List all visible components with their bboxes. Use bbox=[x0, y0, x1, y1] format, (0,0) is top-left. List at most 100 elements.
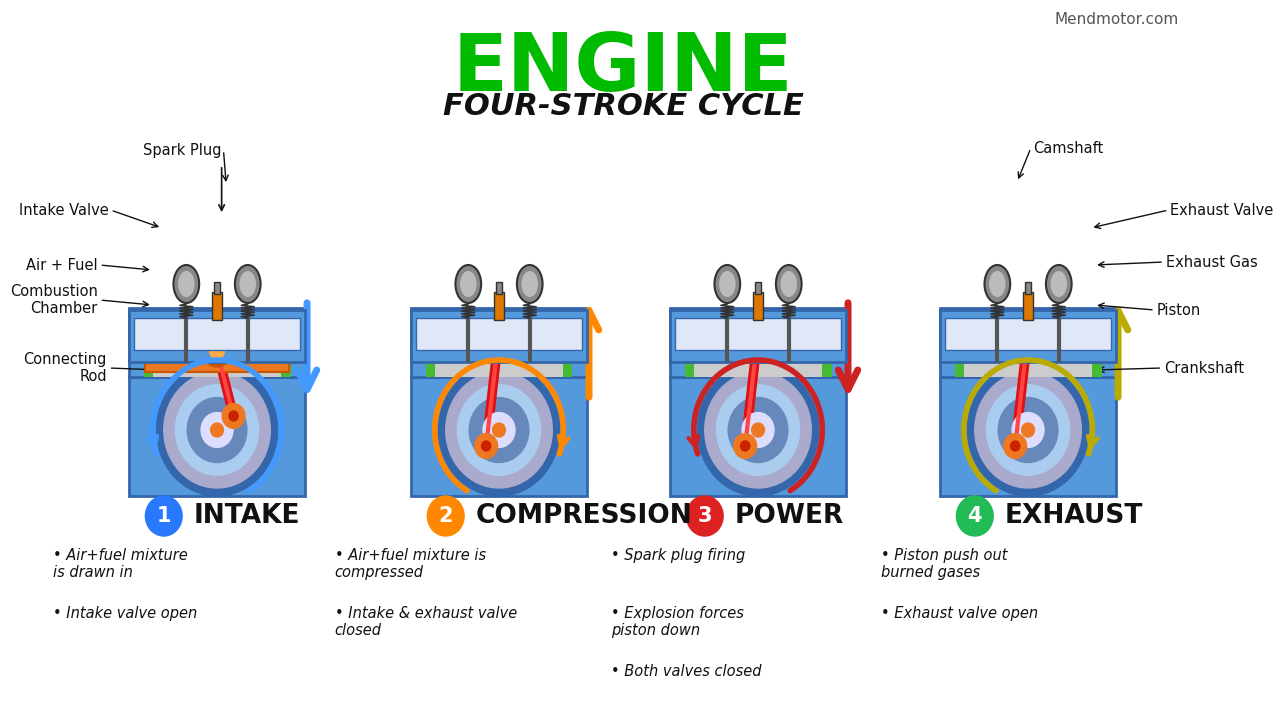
Circle shape bbox=[750, 325, 765, 341]
Bar bbox=[134, 318, 300, 350]
Bar bbox=[940, 377, 1116, 496]
Text: • Air+fuel mixture is
compressed: • Air+fuel mixture is compressed bbox=[334, 548, 485, 580]
Circle shape bbox=[1021, 423, 1034, 437]
Circle shape bbox=[187, 397, 247, 462]
Circle shape bbox=[956, 496, 993, 536]
Circle shape bbox=[735, 434, 756, 458]
Bar bbox=[411, 310, 588, 362]
Circle shape bbox=[742, 413, 774, 447]
Ellipse shape bbox=[781, 271, 797, 297]
Ellipse shape bbox=[521, 271, 538, 297]
Bar bbox=[685, 310, 694, 377]
Bar bbox=[411, 377, 588, 496]
Circle shape bbox=[210, 343, 224, 359]
Circle shape bbox=[751, 423, 764, 437]
Bar bbox=[425, 310, 572, 377]
Text: Spark Plug: Spark Plug bbox=[143, 143, 221, 158]
Circle shape bbox=[1020, 325, 1036, 341]
Bar bbox=[143, 310, 291, 377]
Text: 1: 1 bbox=[156, 506, 172, 526]
Bar bbox=[497, 282, 502, 294]
Circle shape bbox=[470, 397, 529, 462]
Text: 3: 3 bbox=[698, 506, 712, 526]
Circle shape bbox=[457, 384, 540, 475]
Bar bbox=[686, 312, 829, 354]
Circle shape bbox=[428, 496, 465, 536]
Bar bbox=[129, 308, 305, 377]
Circle shape bbox=[211, 423, 224, 437]
Ellipse shape bbox=[989, 271, 1006, 297]
Bar bbox=[1024, 292, 1033, 320]
Ellipse shape bbox=[984, 265, 1010, 303]
Bar bbox=[676, 318, 841, 350]
Bar bbox=[435, 310, 559, 312]
Bar bbox=[416, 318, 581, 350]
Bar bbox=[669, 308, 846, 377]
Circle shape bbox=[1012, 413, 1044, 447]
Bar bbox=[425, 310, 435, 377]
Ellipse shape bbox=[1051, 271, 1068, 297]
Ellipse shape bbox=[517, 265, 543, 303]
Text: 2: 2 bbox=[439, 506, 453, 526]
Text: Combustion
Chamber: Combustion Chamber bbox=[10, 284, 97, 316]
Text: • Both valves closed: • Both valves closed bbox=[611, 664, 762, 679]
Ellipse shape bbox=[719, 271, 736, 297]
Circle shape bbox=[175, 384, 259, 475]
Circle shape bbox=[1011, 441, 1020, 451]
Bar bbox=[1092, 310, 1102, 377]
Bar bbox=[956, 312, 1100, 354]
Text: Piston: Piston bbox=[1157, 302, 1201, 318]
Bar bbox=[940, 310, 1116, 362]
Bar bbox=[214, 282, 220, 294]
Bar bbox=[964, 310, 1089, 312]
Bar bbox=[669, 310, 846, 362]
Bar bbox=[685, 310, 832, 377]
Text: • Piston push out
burned gases: • Piston push out burned gases bbox=[881, 548, 1007, 580]
Circle shape bbox=[705, 372, 812, 488]
Ellipse shape bbox=[239, 271, 256, 297]
Circle shape bbox=[445, 372, 552, 488]
Circle shape bbox=[728, 397, 788, 462]
Text: INTAKE: INTAKE bbox=[193, 503, 300, 529]
Circle shape bbox=[1014, 317, 1043, 349]
Text: Mendmotor.com: Mendmotor.com bbox=[1055, 12, 1179, 27]
Circle shape bbox=[698, 364, 819, 496]
Bar bbox=[955, 310, 964, 377]
Bar bbox=[563, 310, 572, 377]
Bar bbox=[129, 310, 305, 362]
Circle shape bbox=[201, 413, 233, 447]
Text: ENGINE: ENGINE bbox=[453, 30, 794, 108]
Text: • Intake valve open: • Intake valve open bbox=[52, 606, 197, 621]
Text: • Intake & exhaust valve
closed: • Intake & exhaust valve closed bbox=[334, 606, 517, 639]
Circle shape bbox=[493, 423, 506, 437]
Ellipse shape bbox=[1046, 265, 1071, 303]
Circle shape bbox=[492, 325, 507, 341]
Circle shape bbox=[987, 384, 1070, 475]
Ellipse shape bbox=[456, 265, 481, 303]
Circle shape bbox=[164, 372, 270, 488]
Circle shape bbox=[484, 317, 513, 349]
Text: 4: 4 bbox=[968, 506, 982, 526]
Bar bbox=[669, 377, 846, 496]
Bar bbox=[212, 292, 221, 320]
Text: Exhaust Gas: Exhaust Gas bbox=[1166, 254, 1257, 269]
Text: • Spark plug firing: • Spark plug firing bbox=[611, 548, 745, 563]
Circle shape bbox=[998, 397, 1057, 462]
Bar bbox=[955, 310, 1102, 377]
Text: • Exhaust valve open: • Exhaust valve open bbox=[881, 606, 1038, 621]
Bar bbox=[754, 292, 763, 320]
Circle shape bbox=[483, 413, 515, 447]
Bar bbox=[755, 282, 760, 294]
Bar bbox=[494, 292, 503, 320]
Circle shape bbox=[717, 384, 800, 475]
Text: Crankshaft: Crankshaft bbox=[1164, 361, 1244, 376]
Circle shape bbox=[975, 372, 1082, 488]
Text: Intake Valve: Intake Valve bbox=[19, 202, 109, 217]
Ellipse shape bbox=[236, 265, 261, 303]
Circle shape bbox=[202, 335, 232, 367]
Circle shape bbox=[686, 496, 723, 536]
Circle shape bbox=[146, 496, 182, 536]
Circle shape bbox=[438, 364, 559, 496]
Ellipse shape bbox=[714, 265, 740, 303]
Circle shape bbox=[229, 411, 238, 421]
